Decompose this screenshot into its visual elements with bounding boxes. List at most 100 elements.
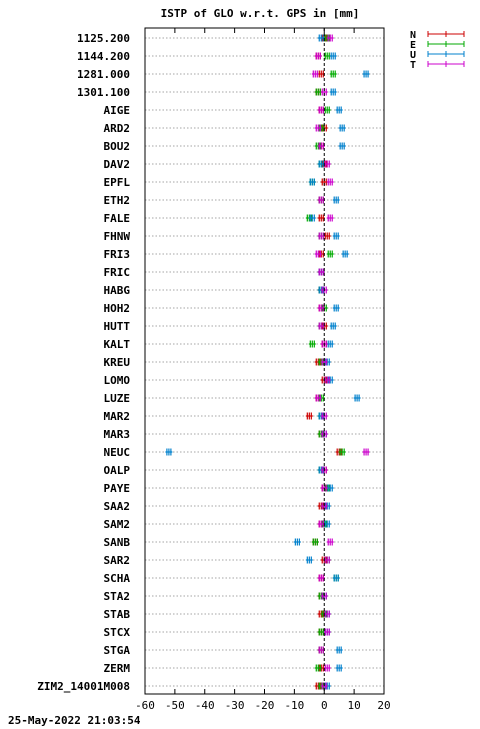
station-label: FHNW — [104, 230, 131, 243]
station-label: STA2 — [104, 590, 131, 603]
station-label: ARD2 — [104, 122, 131, 135]
data-point-u — [329, 88, 337, 96]
data-point-e — [329, 70, 337, 78]
timestamp: 25-May-2022 21:03:54 — [8, 714, 141, 727]
data-point-t — [317, 304, 325, 312]
data-point-t — [323, 610, 331, 618]
data-point-t — [317, 232, 325, 240]
x-tick-label: -10 — [284, 699, 304, 712]
data-point-n — [323, 232, 331, 240]
data-point-t — [326, 538, 334, 546]
station-label: MAR2 — [104, 410, 131, 423]
data-point-t — [311, 70, 319, 78]
data-point-e — [323, 52, 331, 60]
data-point-u — [308, 214, 316, 222]
data-point-t — [314, 52, 322, 60]
station-label: DAV2 — [104, 158, 131, 171]
data-point-u — [338, 124, 346, 132]
data-point-t — [317, 646, 325, 654]
data-point-t — [326, 34, 334, 42]
chart-title: ISTP of GLO w.r.t. GPS in [mm] — [161, 7, 360, 20]
data-point-u — [326, 340, 334, 348]
station-label: 1144.200 — [77, 50, 130, 63]
data-point-u — [362, 70, 370, 78]
station-label: STGA — [104, 644, 131, 657]
data-point-n — [305, 412, 313, 420]
data-point-u — [165, 448, 173, 456]
data-point-t — [314, 250, 322, 258]
x-tick-label: 20 — [377, 699, 390, 712]
x-tick-label: -30 — [225, 699, 245, 712]
data-point-t — [317, 196, 325, 204]
data-point-t — [317, 520, 325, 528]
station-label: HABG — [104, 284, 131, 297]
station-label: FALE — [104, 212, 131, 225]
station-label: LOMO — [104, 374, 131, 387]
data-point-t — [314, 124, 322, 132]
data-point-u — [353, 394, 361, 402]
station-label: SAM2 — [104, 518, 131, 531]
station-label: HUTT — [104, 320, 131, 333]
data-point-e — [323, 106, 331, 114]
data-point-t — [314, 394, 322, 402]
data-point-u — [335, 646, 343, 654]
station-label: PAYE — [104, 482, 131, 495]
data-point-u — [329, 322, 337, 330]
data-point-t — [317, 142, 325, 150]
x-tick-label: -50 — [165, 699, 185, 712]
data-point-t — [326, 178, 334, 186]
station-label: 1125.200 — [77, 32, 130, 45]
data-point-t — [323, 664, 331, 672]
data-point-t — [317, 106, 325, 114]
data-point-n — [317, 214, 325, 222]
station-label: ZIM2_14001M008 — [37, 680, 130, 693]
data-point-e — [338, 448, 346, 456]
data-point-t — [326, 214, 334, 222]
data-point-e — [314, 88, 322, 96]
data-point-u — [305, 556, 313, 564]
station-label: SCHA — [104, 572, 131, 585]
data-point-e — [311, 538, 319, 546]
station-label: SAR2 — [104, 554, 131, 567]
x-tick-label: -40 — [195, 699, 215, 712]
data-point-u — [335, 664, 343, 672]
data-point-t — [362, 448, 370, 456]
station-label: SANB — [104, 536, 131, 549]
data-point-t — [317, 322, 325, 330]
station-label: LUZE — [104, 392, 131, 405]
station-label: KREU — [104, 356, 131, 369]
station-label: STAB — [104, 608, 131, 621]
legend-label-n: N — [410, 30, 416, 41]
data-point-u — [317, 160, 325, 168]
data-point-u — [332, 304, 340, 312]
data-point-t — [323, 376, 331, 384]
station-label: OALP — [104, 464, 131, 477]
data-point-u — [308, 178, 316, 186]
data-point-u — [341, 250, 349, 258]
x-axis: -60 -50 -40 -30 -20 -10 0 10 20 — [135, 28, 391, 712]
data-point-t — [323, 628, 331, 636]
data-point-e — [308, 340, 316, 348]
station-label: NEUC — [104, 446, 131, 459]
x-tick-label: -60 — [135, 699, 155, 712]
data-point-u — [338, 142, 346, 150]
x-tick-label: 0 — [321, 699, 328, 712]
station-label: STCX — [104, 626, 131, 639]
data-point-u — [329, 52, 337, 60]
station-label: SAA2 — [104, 500, 131, 513]
station-label: KALT — [104, 338, 131, 351]
station-label: 1301.100 — [77, 86, 130, 99]
station-label: BOU2 — [104, 140, 131, 153]
station-label: 1281.000 — [77, 68, 130, 81]
station-label: FRIC — [104, 266, 131, 279]
data-point-u — [335, 106, 343, 114]
data-point-t — [323, 160, 331, 168]
station-label: FRI3 — [104, 248, 131, 261]
station-label: ETH2 — [104, 194, 131, 207]
data-point-t — [317, 268, 325, 276]
station-label: HOH2 — [104, 302, 131, 315]
data-point-u — [332, 574, 340, 582]
data-point-e — [314, 664, 322, 672]
